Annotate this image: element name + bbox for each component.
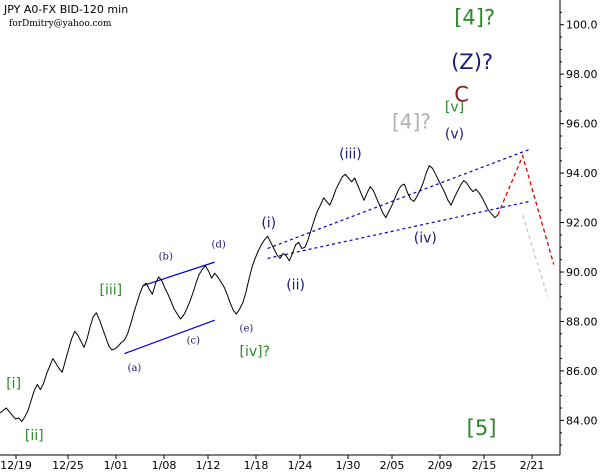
- series-price: [0, 165, 499, 423]
- y-tick-label: 84.00: [566, 414, 598, 427]
- wave-label-11: (iii): [339, 146, 362, 162]
- wave-label-14: [v]: [445, 99, 464, 115]
- x-tick-label: 2/21: [520, 459, 545, 472]
- series-forecast_gray: [522, 214, 549, 297]
- wave-label-0: [i]: [6, 376, 21, 392]
- y-tick-label: 100.0: [566, 19, 598, 32]
- x-tick-label: 2/05: [380, 459, 405, 472]
- y-tick-label: 86.00: [566, 365, 598, 378]
- wave-label-18: C: [454, 82, 469, 106]
- x-tick-label: 1/12: [196, 459, 221, 472]
- wave-label-16: [4]?: [454, 6, 495, 30]
- wave-label-1: [ii]: [25, 428, 44, 444]
- wave-label-8: [iv]?: [240, 344, 271, 360]
- wave-label-15: (v): [445, 126, 464, 142]
- x-tick-label: 12/25: [52, 459, 84, 472]
- y-tick-label: 94.00: [566, 167, 598, 180]
- wave-label-12: (iv): [414, 230, 437, 246]
- annotation-layer: [i] [ii] [iii] (a) (b) (c) (d) (e) [iv]? (i) (ii) (…: [6, 6, 496, 444]
- wave-label-7: (e): [240, 323, 254, 334]
- x-tick-label: 1/18: [244, 459, 269, 472]
- y-tick-label: 96.00: [566, 118, 598, 131]
- y-tick-label: 88.00: [566, 315, 598, 328]
- x-tick-label: 2/09: [428, 459, 453, 472]
- wave-label-9: (i): [261, 216, 276, 232]
- y-tick-label: 98.00: [566, 68, 598, 81]
- wave-label-3: (a): [128, 363, 142, 374]
- channel-line-channel_upper_a: [142, 261, 215, 287]
- wave-label-5: (c): [187, 336, 201, 347]
- series-forecast_red: [497, 153, 555, 265]
- x-tick-label: 1/30: [336, 459, 361, 472]
- series-layer: [0, 149, 555, 423]
- wave-label-4: (b): [159, 252, 173, 263]
- wave-label-2: [iii]: [100, 282, 123, 298]
- chart-title: JPY A0-FX BID-120 min: [3, 3, 128, 16]
- x-tick-label: 1/08: [152, 459, 177, 472]
- x-tick-label: 1/01: [104, 459, 129, 472]
- wave-label-6: (d): [212, 239, 226, 250]
- x-tick-label: 2/15: [472, 459, 497, 472]
- channel-line-channel_lower_b: [267, 200, 530, 259]
- wave-label-13: [4]?: [392, 110, 431, 134]
- channel-line-channel_upper_b: [267, 149, 530, 250]
- y-tick-label: 92.00: [566, 217, 598, 230]
- x-tick-label: 12/19: [0, 459, 32, 472]
- chart-subtitle: forDmitry@yahoo.com: [9, 19, 112, 29]
- x-tick-label: 1/24: [288, 459, 313, 472]
- wave-label-10: (ii): [286, 277, 305, 293]
- channel-line-channel_lower_a: [124, 319, 215, 355]
- wave-label-17: (Z)?: [451, 50, 493, 74]
- wave-label-19: [5]: [467, 416, 497, 440]
- y-tick-label: 90.00: [566, 266, 598, 279]
